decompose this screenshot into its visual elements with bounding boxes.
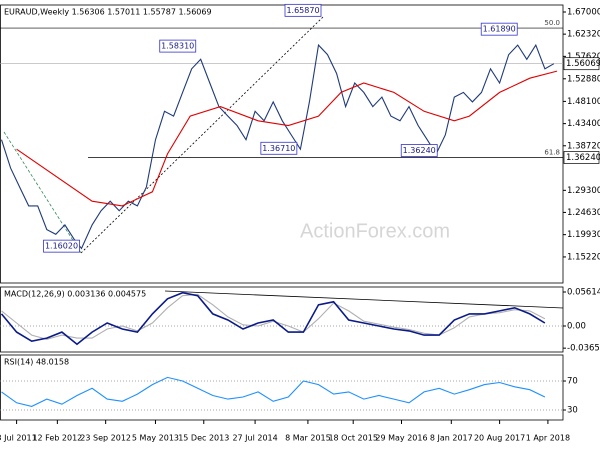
trend-line [80, 16, 324, 254]
x-tick-label: 29 May 2016 [375, 434, 427, 443]
trend-line [3, 131, 82, 254]
series-line [0, 43, 555, 250]
annotation-label: 1.16020 [45, 242, 78, 251]
y-tick-label: 1.52880 [567, 74, 600, 84]
y-tick-label: 1.15220 [567, 252, 600, 262]
panel-title: RSI(14) 48.0158 [4, 358, 69, 367]
price-box-label: 1.56069 [566, 59, 600, 69]
price-box [563, 151, 600, 164]
panel-frame [0, 286, 564, 353]
x-tick-label: 5 May 2013 [132, 434, 179, 443]
annotation-box [480, 22, 518, 36]
fib-label: 50.0 [544, 19, 560, 27]
series-line [1, 376, 546, 407]
annotation-label: 1.36240 [403, 146, 436, 155]
annotation-box [260, 141, 298, 155]
x-tick-label: 1 Apr 2018 [526, 434, 570, 443]
y-tick-label: 1.24630 [567, 208, 600, 218]
annotation-box [43, 239, 80, 253]
y-tick-label: 1.29300 [567, 186, 600, 196]
watermark: ActionForex.com [300, 220, 450, 242]
price-box-label: 1.36240 [566, 153, 600, 163]
price-box [563, 57, 600, 71]
series-line [1, 293, 546, 340]
annotation-label: 1.61890 [483, 25, 516, 34]
panel-frame [0, 4, 564, 284]
x-tick-label: 23 Sep 2012 [80, 434, 131, 443]
annotation-label: 1.36710 [262, 144, 295, 153]
y-tick-label: 0.056148 [567, 287, 600, 297]
y-tick-label: 1.67000 [567, 8, 600, 18]
x-tick-label: 8 Jan 2017 [430, 434, 473, 443]
x-tick-label: 15 Dec 2013 [178, 434, 229, 443]
y-tick-label: 1.43400 [567, 119, 600, 129]
y-tick-label: 1.19930 [567, 230, 600, 240]
y-tick-label: 30 [567, 406, 578, 416]
annotation-box [284, 3, 322, 17]
series-line [16, 70, 558, 207]
y-tick-label: 1.48100 [567, 97, 600, 107]
y-tick-label: -0.036546 [567, 344, 600, 354]
x-tick-label: 27 Jul 2014 [232, 434, 277, 443]
x-tick-label: 20 Aug 2017 [474, 434, 525, 443]
y-tick-label: 1.57620 [567, 52, 600, 62]
y-tick-label: 1.38720 [567, 141, 600, 151]
y-tick-label: 1.62320 [567, 30, 600, 40]
annotation-box [400, 144, 438, 157]
panel-title: EURAUD,Weekly 1.56306 1.57011 1.55787 1.… [4, 8, 212, 17]
annotation-label: 1.58310 [161, 42, 194, 51]
x-tick-label: 3 Jul 2011 [0, 434, 37, 443]
panel-title: MACD(12,26,9) 0.003136 0.004575 [4, 290, 146, 299]
y-tick-label: 70 [567, 377, 578, 387]
annotation-box [159, 39, 197, 53]
x-tick-label: 8 Mar 2015 [285, 434, 331, 443]
annotation-label: 1.65870 [286, 6, 319, 15]
macd-trend-line [164, 290, 564, 309]
panel-frame [0, 354, 564, 421]
fib-label: 61.8 [544, 149, 560, 157]
x-tick-label: 12 Feb 2012 [32, 434, 82, 443]
y-tick-label: 0.00 [567, 322, 586, 332]
x-tick-label: 18 Oct 2015 [328, 434, 377, 443]
series-line [0, 291, 546, 346]
